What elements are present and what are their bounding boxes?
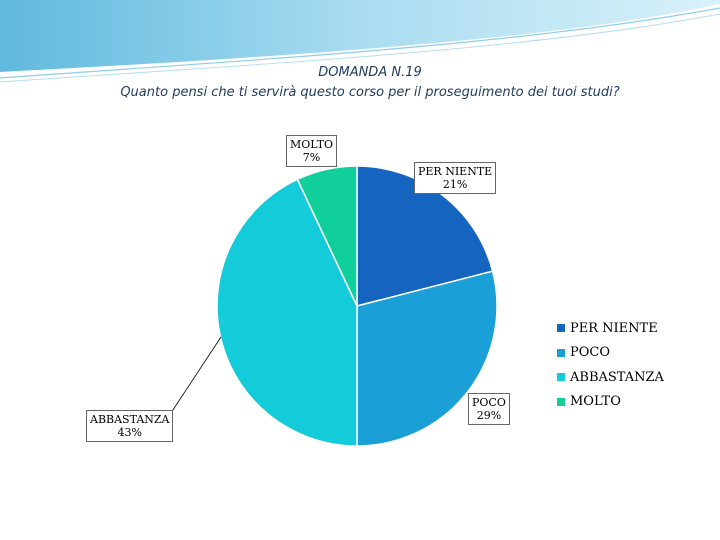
chart-legend: PER NIENTE POCO ABBASTANZA MOLTO [557,316,664,414]
label-category-per-niente: PER NIENTE [418,165,493,178]
legend-label-abbastanza: ABBASTANZA [570,369,664,385]
pie-slice-molto [296,165,358,307]
label-category-abbastanza: ABBASTANZA [90,413,170,426]
leader-line-abbastanza [164,336,222,423]
data-label-per-niente: PER NIENTE 21% [414,162,497,194]
label-value-abbastanza: 43% [117,426,142,439]
chart-title-line1: DOMANDA N.19 [318,65,422,80]
pie-slice-abbastanza [216,178,358,447]
legend-swatch-abbastanza [557,373,565,382]
data-label-abbastanza: ABBASTANZA 43% [86,410,174,442]
chart-title-line2: Quanto pensi che ti servirà questo corso… [120,85,620,100]
pie-slice-poco [356,270,498,447]
legend-item-per-niente: PER NIENTE [557,316,664,341]
label-category-poco: POCO [472,396,506,409]
legend-label-poco: POCO [570,345,611,361]
legend-item-abbastanza: ABBASTANZA [557,365,664,390]
legend-swatch-per-niente [557,324,565,333]
label-value-poco: 29% [476,409,502,422]
legend-item-poco: POCO [557,341,664,366]
legend-swatch-poco [557,348,565,357]
label-value-molto: 7% [302,151,321,164]
legend-label-molto: MOLTO [570,394,621,410]
legend-item-molto: MOLTO [557,390,664,415]
legend-swatch-molto [557,397,565,406]
header-swoosh-decoration [0,0,720,83]
label-category-molto: MOLTO [290,138,334,151]
data-label-molto: MOLTO 7% [286,135,338,167]
label-value-per-niente: 21% [442,178,468,191]
pie-slice-per-niente [356,165,494,307]
data-label-poco: POCO 29% [468,393,510,425]
legend-label-per-niente: PER NIENTE [570,320,658,336]
